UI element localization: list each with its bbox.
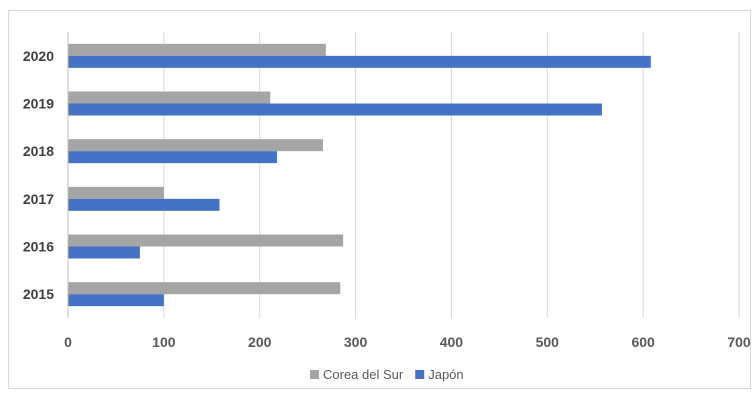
- bar-corea-del-sur: [68, 139, 323, 152]
- x-tick-label: 500: [536, 334, 560, 350]
- x-tick-label: 0: [64, 334, 72, 350]
- legend-swatch: [415, 370, 425, 379]
- x-tick-label: 200: [248, 334, 272, 350]
- bar-corea-del-sur: [68, 91, 271, 104]
- axes: 0 100 200 300 400 500 600 700 2015 2016 2017 2018 20…: [23, 32, 751, 350]
- y-tick-label: 2016: [23, 239, 54, 255]
- gridlines: [163, 32, 740, 318]
- bar-japon: [68, 246, 140, 259]
- y-tick-label: 2015: [23, 286, 54, 302]
- x-tick-label: 300: [344, 334, 368, 350]
- x-tick-label: 700: [727, 334, 751, 350]
- y-tick-label: 2020: [23, 48, 54, 64]
- bar-corea-del-sur: [68, 186, 164, 199]
- bar-corea-del-sur: [68, 234, 344, 247]
- bar-japon: [68, 294, 164, 307]
- legend-label: Japón: [428, 367, 463, 382]
- bar-corea-del-sur: [68, 282, 341, 295]
- y-tick-label: 2018: [23, 143, 54, 159]
- bar-japon: [68, 198, 220, 211]
- bar-japon: [68, 103, 602, 116]
- legend-swatch: [310, 370, 319, 379]
- y-tick-label: 2017: [23, 191, 54, 207]
- x-tick-label: 400: [440, 334, 464, 350]
- x-tick-label: 100: [152, 334, 176, 350]
- x-tick-label: 600: [631, 334, 655, 350]
- bar-japon: [68, 55, 651, 68]
- legend: Corea del Sur Japón: [310, 367, 464, 382]
- bar-japon: [68, 151, 277, 164]
- y-tick-label: 2019: [23, 96, 54, 112]
- bar-corea-del-sur: [68, 43, 326, 56]
- bars: [68, 43, 651, 307]
- legend-label: Corea del Sur: [323, 367, 404, 382]
